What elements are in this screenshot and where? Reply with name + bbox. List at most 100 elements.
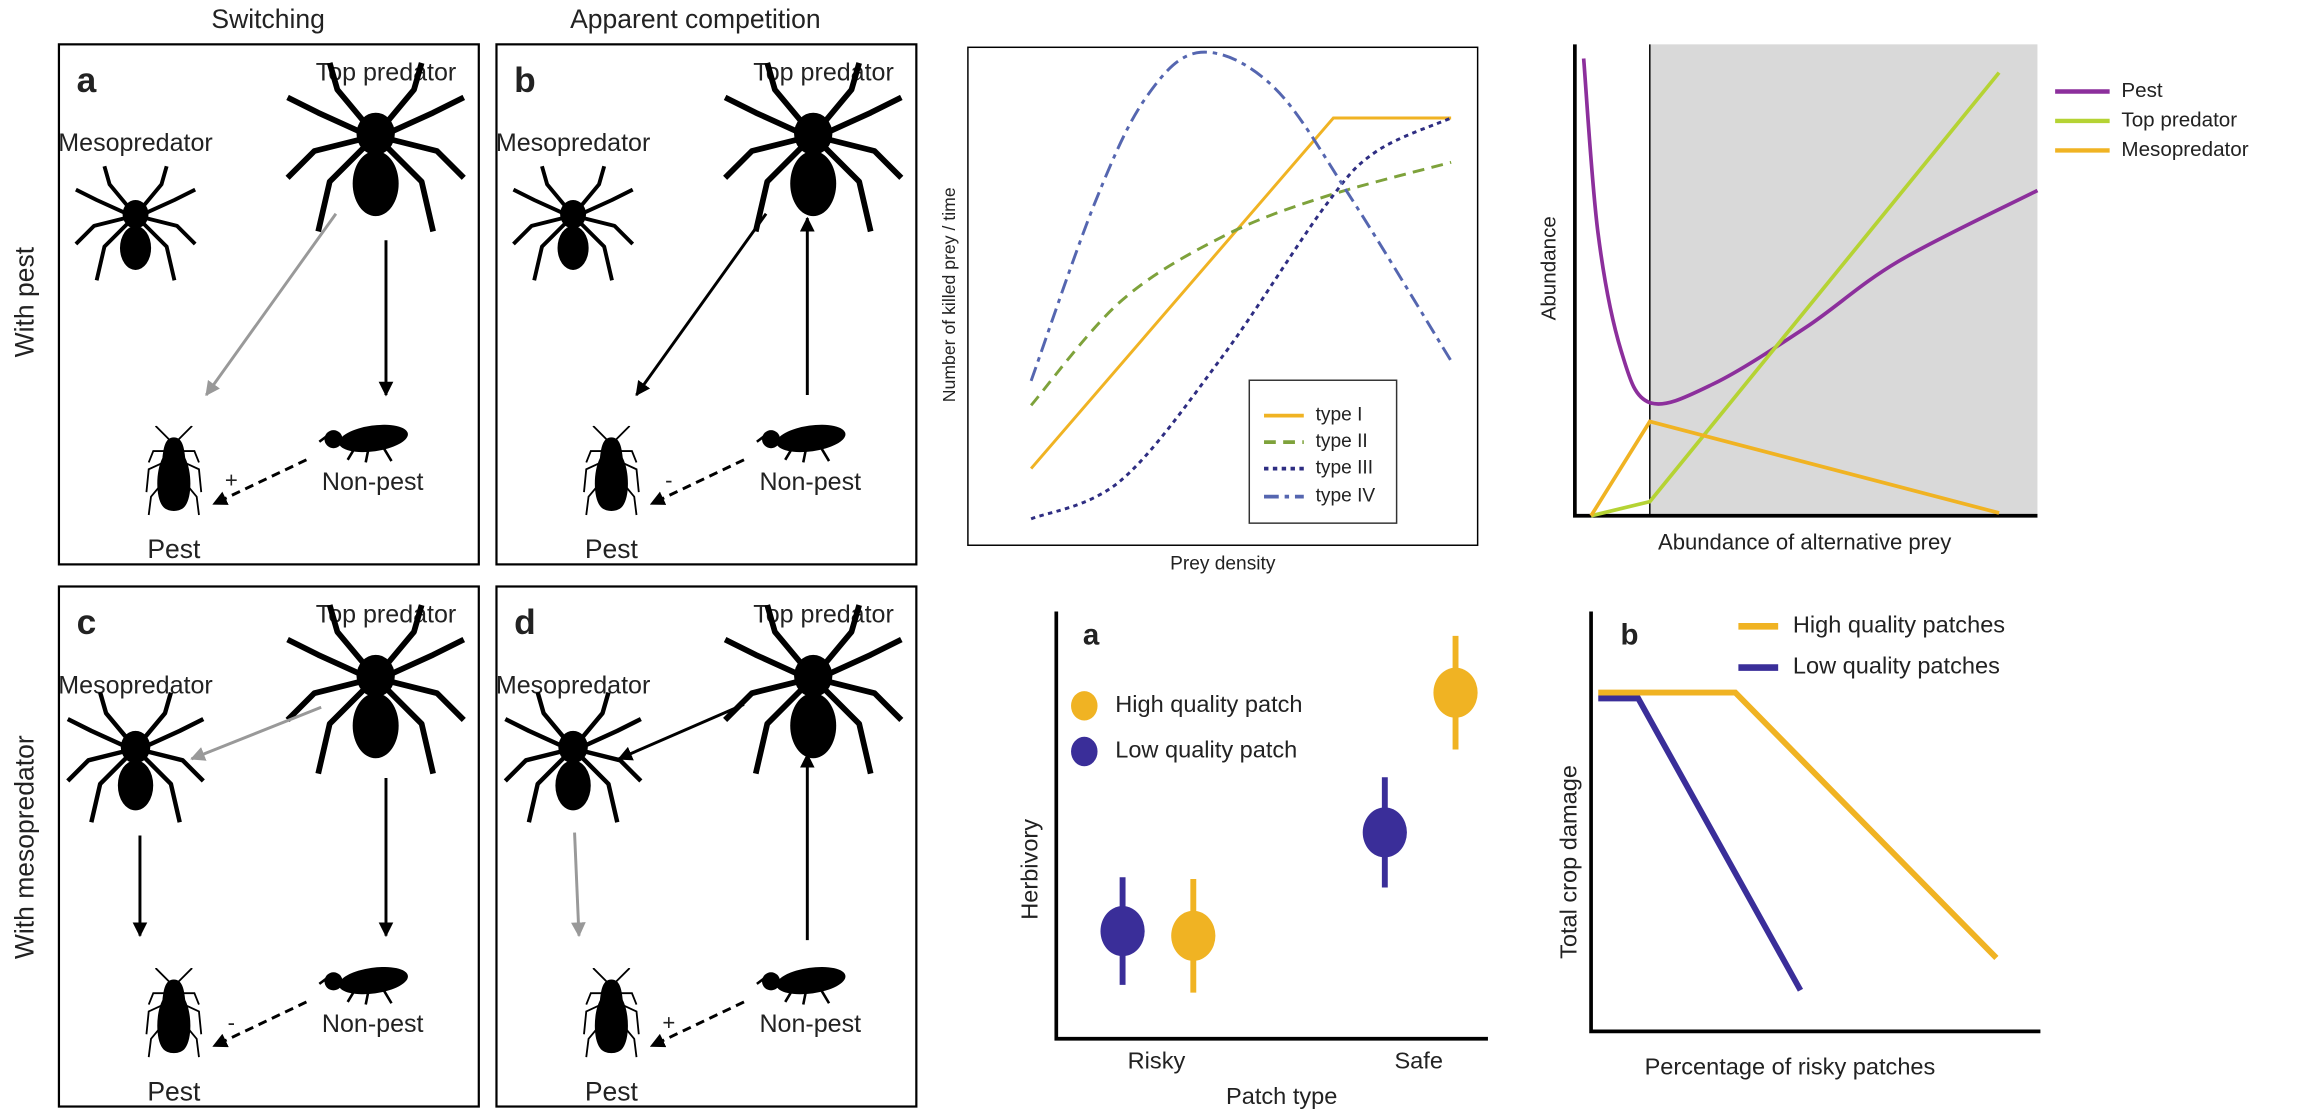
legend-label: type III — [1316, 458, 1373, 479]
arrow — [190, 705, 322, 761]
dashed-arrow — [212, 458, 308, 506]
panel-frame — [57, 43, 480, 566]
legend-label: Top predator — [2121, 108, 2237, 131]
node-label: Mesopredator — [58, 671, 212, 699]
y-axis-title: Abundance — [1537, 216, 1560, 320]
node-label: Top predator — [316, 58, 457, 86]
panel-label: c — [77, 603, 97, 642]
shaded-region — [1649, 44, 2038, 516]
node-label: Top predator — [316, 601, 457, 629]
arrow — [205, 212, 338, 397]
axes — [1589, 611, 2041, 1034]
arrow — [571, 832, 586, 938]
node-label: Pest — [147, 1076, 201, 1106]
panel-label: b — [1621, 618, 1639, 651]
node-label: Pest — [585, 534, 639, 564]
arrow — [635, 212, 768, 397]
node-label: Mesopredator — [496, 671, 650, 699]
top-predator-icon — [288, 63, 464, 232]
x-axis-title: Abundance of alternative prey — [1658, 530, 1951, 555]
node-label: Mesopredator — [496, 129, 650, 157]
series-line — [1598, 689, 1999, 960]
pest-icon — [582, 968, 641, 1059]
plot-frame — [967, 46, 1479, 546]
dashed-arrow — [649, 1000, 745, 1048]
series-line — [1589, 419, 2000, 517]
non-pest-icon — [319, 963, 409, 1005]
top-predator-icon — [725, 605, 901, 774]
top-predator-icon — [725, 63, 901, 232]
point — [1433, 667, 1478, 718]
legend-label: type IV — [1316, 486, 1376, 507]
x-tick-label: Risky — [1128, 1048, 1186, 1074]
legend-label: Mesopredator — [2121, 138, 2248, 161]
panel-frame — [495, 585, 918, 1108]
mesopredator-icon — [73, 164, 198, 283]
column-header: Switching — [211, 4, 324, 34]
series-line — [1029, 160, 1452, 407]
x-axis-title: Percentage of risky patches — [1645, 1053, 1936, 1079]
effect-sign: - — [665, 468, 672, 493]
legend-label: Low quality patches — [1793, 653, 2000, 679]
panel-frame — [495, 43, 918, 566]
node-label: Non-pest — [322, 468, 424, 496]
node-label: Non-pest — [322, 1010, 424, 1038]
row-label: With pest — [10, 246, 40, 357]
legend-label: type I — [1316, 405, 1363, 426]
series-line — [1598, 695, 1804, 992]
panel-label: a — [1083, 618, 1100, 651]
legend-swatch — [1071, 736, 1098, 767]
point — [1362, 807, 1407, 858]
panel-label: b — [514, 61, 536, 100]
series-line — [1590, 71, 2001, 518]
series-line — [1029, 50, 1453, 382]
y-axis-title: Total crop damage — [1556, 765, 1582, 959]
legend-label: type II — [1316, 431, 1368, 452]
series-line — [1030, 116, 1452, 521]
legend-label: High quality patch — [1115, 691, 1302, 717]
node-label: Pest — [147, 534, 201, 564]
pest-icon — [145, 425, 203, 517]
point — [1171, 910, 1216, 961]
y-axis-title: Herbivory — [1016, 819, 1042, 920]
y-axis-title: Number of killed prey / time — [939, 187, 959, 402]
panel-label: d — [514, 603, 536, 642]
legend-swatch — [1071, 691, 1098, 721]
effect-sign: + — [225, 468, 238, 493]
top-predator-icon — [288, 605, 464, 774]
node-label: Top predator — [753, 601, 894, 629]
panel-label: a — [77, 61, 97, 100]
series-line — [1029, 116, 1452, 470]
series-line — [1581, 58, 2039, 406]
panel-frame — [57, 585, 480, 1108]
legend-label: Low quality patch — [1115, 737, 1297, 763]
x-axis-title: Patch type — [1226, 1083, 1337, 1109]
non-pest-icon — [757, 421, 847, 463]
node-label: Non-pest — [759, 468, 861, 496]
column-header: Apparent competition — [570, 4, 820, 34]
non-pest-icon — [319, 421, 409, 463]
x-axis-title: Prey density — [1170, 553, 1276, 574]
dashed-arrow — [649, 458, 745, 506]
mesopredator-icon — [68, 693, 204, 823]
x-tick-label: Safe — [1394, 1048, 1442, 1074]
node-label: Top predator — [753, 58, 894, 86]
axes — [1054, 611, 1488, 1041]
dashed-arrow — [212, 1000, 308, 1048]
node-label: Pest — [585, 1076, 639, 1106]
pest-icon — [582, 425, 641, 517]
axes — [1573, 44, 2038, 518]
legend-label: High quality patches — [1793, 611, 2005, 637]
node-label: Mesopredator — [58, 129, 212, 157]
point — [1100, 906, 1145, 957]
mesopredator-icon — [511, 164, 635, 283]
effect-sign: - — [228, 1010, 235, 1035]
row-label: With mesopredator — [10, 735, 40, 959]
legend-label: Pest — [2121, 79, 2163, 102]
non-pest-icon — [757, 963, 847, 1005]
arrow — [617, 702, 745, 761]
effect-sign: + — [662, 1010, 675, 1035]
legend-box — [1248, 379, 1398, 524]
pest-icon — [145, 968, 203, 1059]
